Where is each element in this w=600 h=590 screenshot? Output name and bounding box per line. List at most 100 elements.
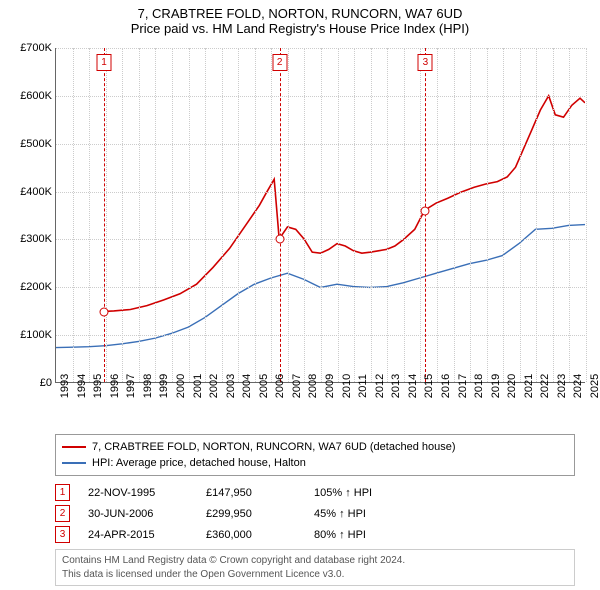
- xtick-label: 2015: [423, 374, 435, 398]
- series-line-property: [104, 96, 585, 312]
- sale-marker-line: [280, 48, 281, 382]
- gridline-v: [321, 48, 322, 382]
- attribution-footer: Contains HM Land Registry data © Crown c…: [55, 549, 575, 586]
- gridline-v: [304, 48, 305, 382]
- gridline-v: [338, 48, 339, 382]
- ytick-label: £0: [2, 377, 52, 389]
- sale-marker-dot: [275, 235, 284, 244]
- chart-area: 123 £0£100K£200K£300K£400K£500K£600K£700…: [0, 38, 600, 428]
- xtick-label: 1996: [109, 374, 121, 398]
- sale-marker-line: [104, 48, 105, 382]
- xtick-label: 2001: [192, 374, 204, 398]
- gridline-v: [155, 48, 156, 382]
- sale-row-delta: 45% ↑ HPI: [314, 508, 424, 520]
- ytick-label: £300K: [2, 233, 52, 245]
- chart-title: 7, CRABTREE FOLD, NORTON, RUNCORN, WA7 6…: [0, 0, 600, 38]
- xtick-label: 2013: [390, 374, 402, 398]
- plot-region: 123: [55, 48, 585, 383]
- legend-item-property: 7, CRABTREE FOLD, NORTON, RUNCORN, WA7 6…: [62, 439, 568, 455]
- xtick-label: 1993: [59, 374, 71, 398]
- footer-line1: Contains HM Land Registry data © Crown c…: [62, 554, 568, 568]
- sale-row-price: £360,000: [206, 529, 296, 541]
- xtick-label: 2002: [208, 374, 220, 398]
- gridline-v: [586, 48, 587, 382]
- gridline-v: [288, 48, 289, 382]
- xtick-label: 2012: [374, 374, 386, 398]
- sale-row-delta: 80% ↑ HPI: [314, 529, 424, 541]
- legend-label-hpi: HPI: Average price, detached house, Halt…: [92, 455, 306, 471]
- xtick-label: 2017: [457, 374, 469, 398]
- sale-row-badge: 3: [55, 526, 70, 543]
- gridline-v: [470, 48, 471, 382]
- sale-row-date: 30-JUN-2006: [88, 508, 188, 520]
- xtick-label: 1999: [158, 374, 170, 398]
- gridline-v: [387, 48, 388, 382]
- gridline-v: [189, 48, 190, 382]
- gridline-v: [354, 48, 355, 382]
- gridline-v: [222, 48, 223, 382]
- sale-row: 2 30-JUN-2006 £299,950 45% ↑ HPI: [55, 503, 575, 524]
- xtick-label: 2010: [341, 374, 353, 398]
- xtick-label: 2021: [523, 374, 535, 398]
- sale-row-delta: 105% ↑ HPI: [314, 487, 424, 499]
- xtick-label: 2007: [291, 374, 303, 398]
- xtick-label: 2025: [589, 374, 600, 398]
- sales-table: 1 22-NOV-1995 £147,950 105% ↑ HPI 2 30-JUN-20…: [55, 482, 575, 545]
- gridline-v: [106, 48, 107, 382]
- xtick-label: 2014: [407, 374, 419, 398]
- sale-row-price: £147,950: [206, 487, 296, 499]
- gridline-v: [520, 48, 521, 382]
- xtick-label: 1997: [125, 374, 137, 398]
- ytick-label: £100K: [2, 329, 52, 341]
- sale-marker-dot: [421, 206, 430, 215]
- gridline-v: [487, 48, 488, 382]
- xtick-label: 2020: [506, 374, 518, 398]
- sale-marker-badge: 2: [272, 54, 287, 71]
- gridline-v: [255, 48, 256, 382]
- xtick-label: 2005: [258, 374, 270, 398]
- gridline-v: [238, 48, 239, 382]
- sale-row-badge: 2: [55, 505, 70, 522]
- title-subtitle: Price paid vs. HM Land Registry's House …: [0, 21, 600, 36]
- sale-row: 3 24-APR-2015 £360,000 80% ↑ HPI: [55, 524, 575, 545]
- legend: 7, CRABTREE FOLD, NORTON, RUNCORN, WA7 6…: [55, 434, 575, 476]
- ytick-label: £400K: [2, 186, 52, 198]
- sale-marker-badge: 1: [97, 54, 112, 71]
- xtick-label: 2016: [440, 374, 452, 398]
- gridline-v: [139, 48, 140, 382]
- gridline-v: [205, 48, 206, 382]
- gridline-v: [503, 48, 504, 382]
- gridline-v: [122, 48, 123, 382]
- xtick-label: 2000: [175, 374, 187, 398]
- sale-row-price: £299,950: [206, 508, 296, 520]
- footer-line2: This data is licensed under the Open Gov…: [62, 568, 568, 582]
- sale-row-date: 22-NOV-1995: [88, 487, 188, 499]
- xtick-label: 1995: [92, 374, 104, 398]
- gridline-v: [420, 48, 421, 382]
- sale-marker-dot: [100, 308, 109, 317]
- gridline-v: [404, 48, 405, 382]
- xtick-label: 2004: [241, 374, 253, 398]
- xtick-label: 2011: [357, 374, 369, 398]
- xtick-label: 2019: [490, 374, 502, 398]
- xtick-label: 2009: [324, 374, 336, 398]
- sale-row-date: 24-APR-2015: [88, 529, 188, 541]
- sale-row-badge: 1: [55, 484, 70, 501]
- xtick-label: 2018: [473, 374, 485, 398]
- legend-swatch-property: [62, 446, 86, 448]
- gridline-v: [553, 48, 554, 382]
- gridline-v: [89, 48, 90, 382]
- xtick-label: 2022: [539, 374, 551, 398]
- xtick-label: 2006: [274, 374, 286, 398]
- gridline-v: [454, 48, 455, 382]
- ytick-label: £600K: [2, 90, 52, 102]
- ytick-label: £700K: [2, 42, 52, 54]
- legend-item-hpi: HPI: Average price, detached house, Halt…: [62, 455, 568, 471]
- gridline-v: [437, 48, 438, 382]
- legend-label-property: 7, CRABTREE FOLD, NORTON, RUNCORN, WA7 6…: [92, 439, 456, 455]
- sale-row: 1 22-NOV-1995 £147,950 105% ↑ HPI: [55, 482, 575, 503]
- gridline-v: [73, 48, 74, 382]
- gridline-v: [371, 48, 372, 382]
- xtick-label: 2008: [307, 374, 319, 398]
- title-address: 7, CRABTREE FOLD, NORTON, RUNCORN, WA7 6…: [0, 6, 600, 21]
